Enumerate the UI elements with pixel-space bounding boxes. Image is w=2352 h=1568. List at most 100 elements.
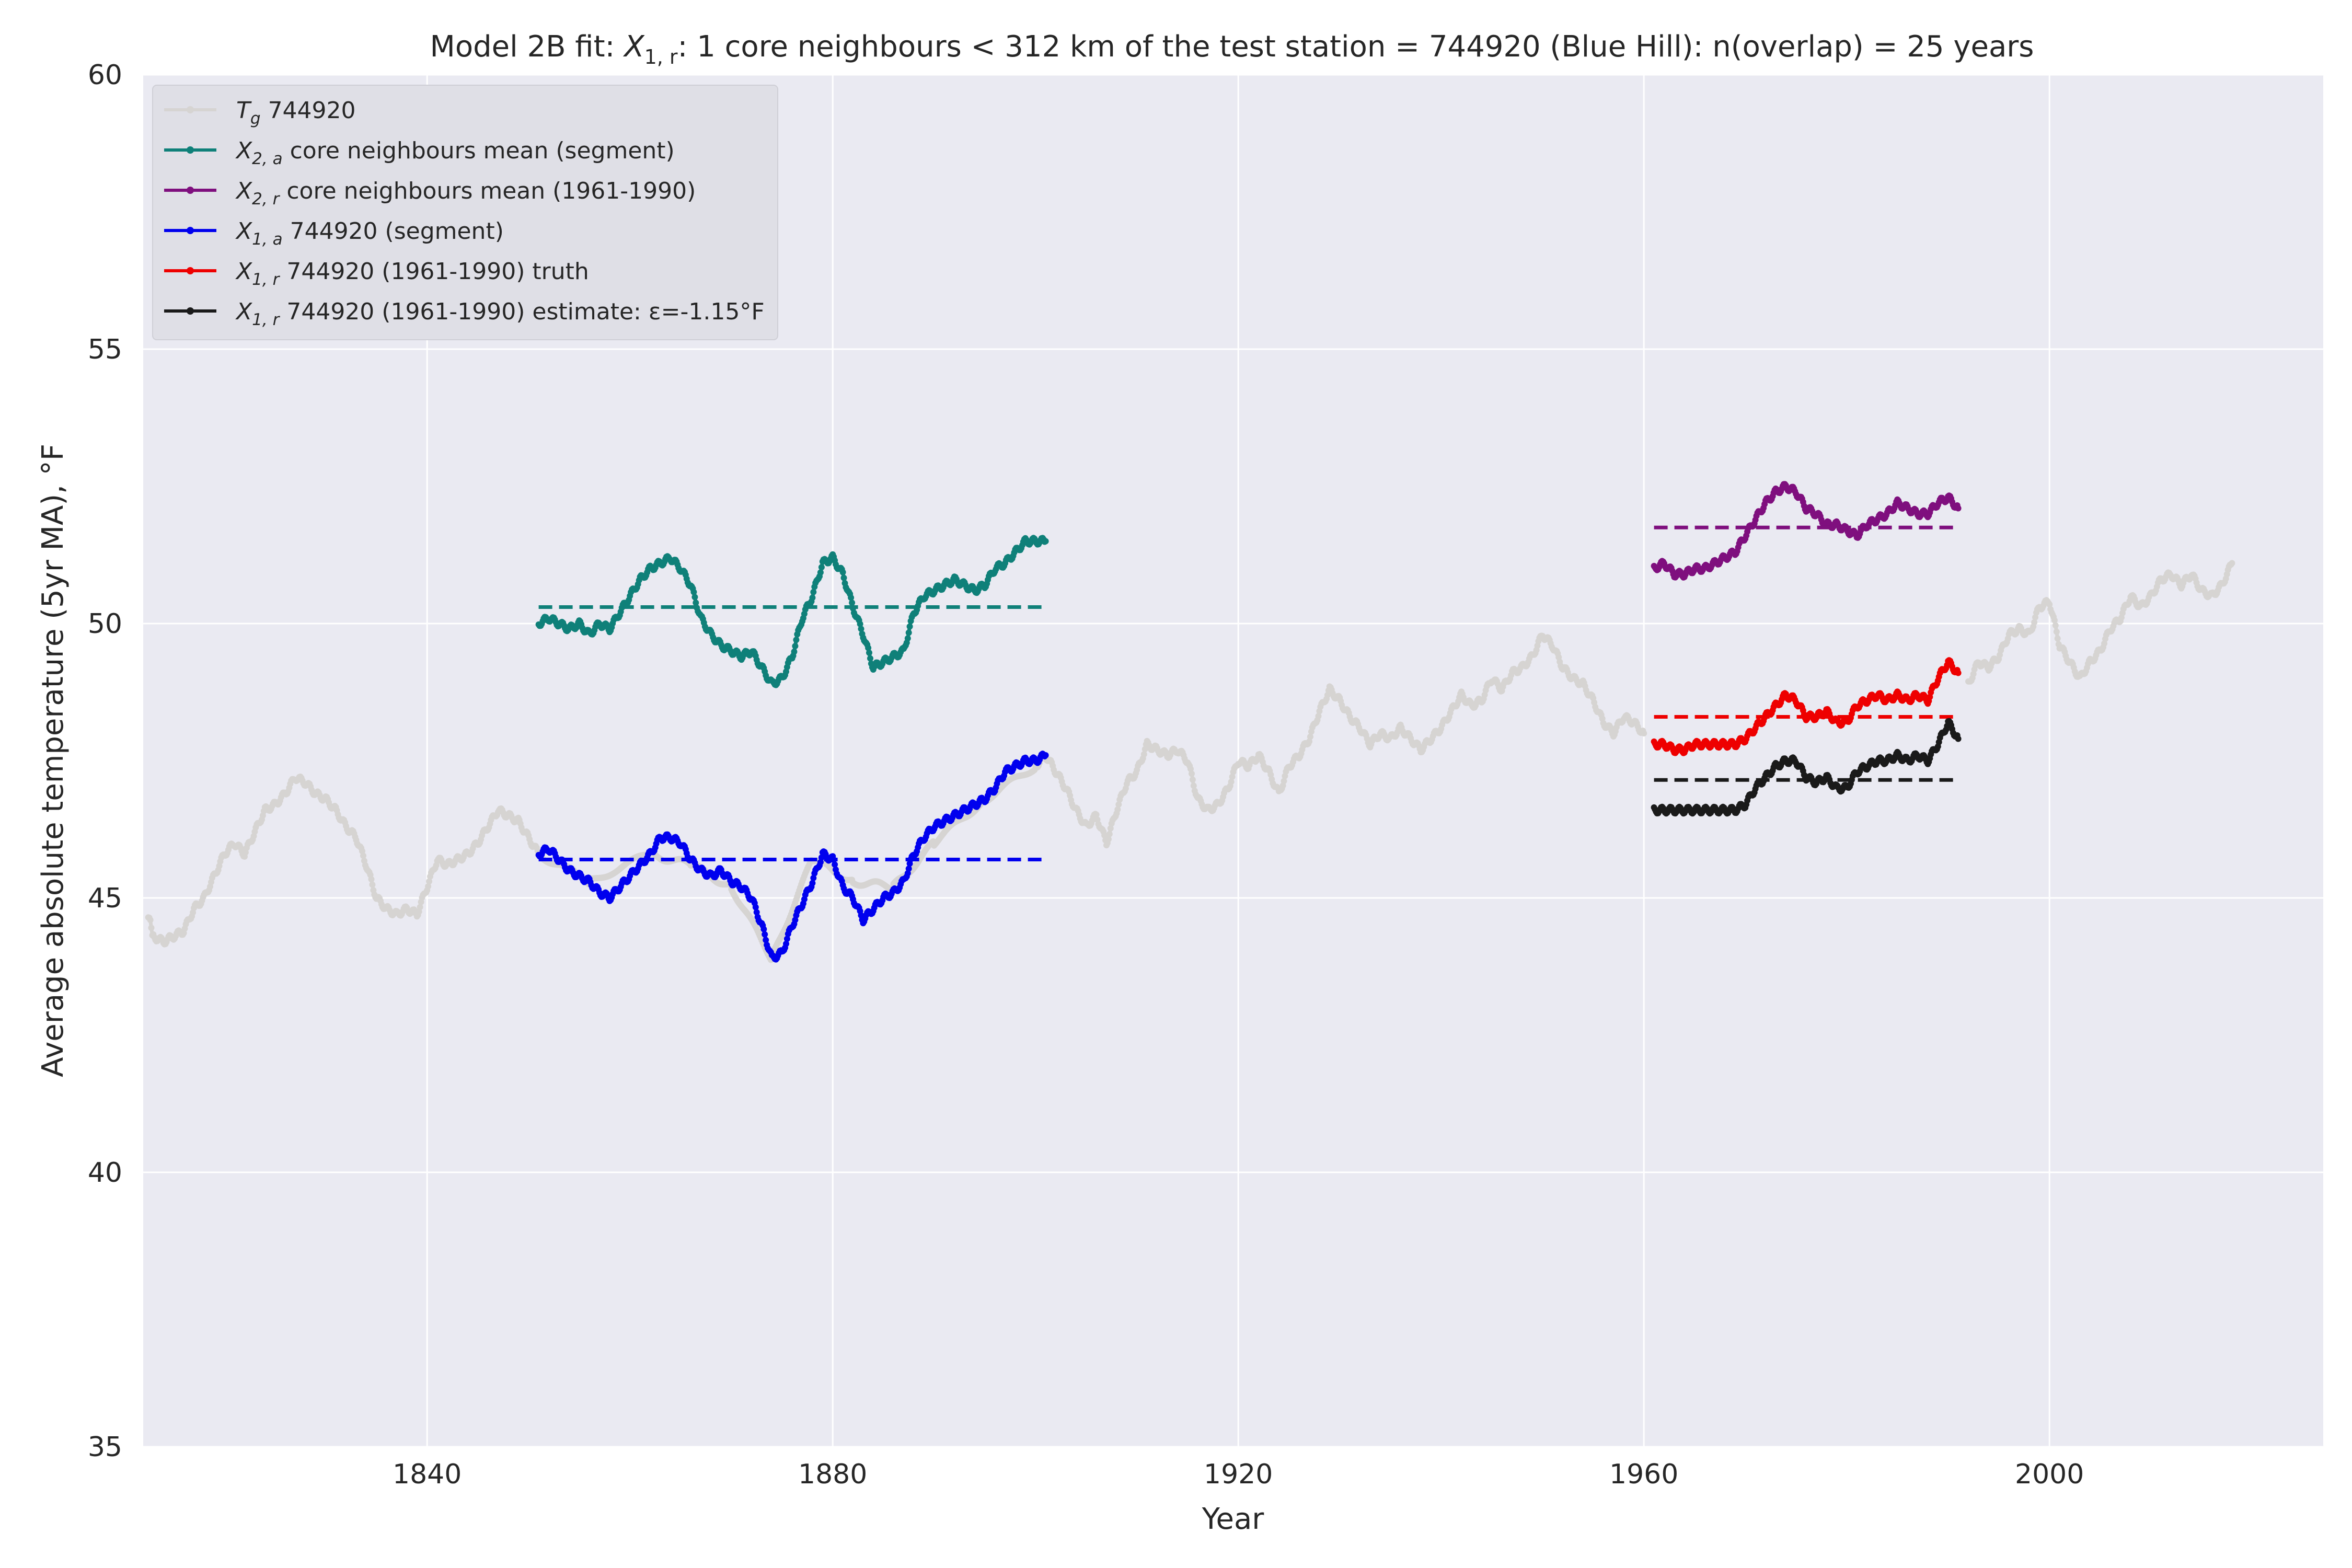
x-tick-label: 1920 — [1204, 1459, 1273, 1490]
data-point — [1140, 751, 1147, 758]
data-point — [1229, 774, 1236, 780]
data-point — [793, 637, 800, 643]
data-point — [1190, 782, 1197, 789]
y-tick-label: 55 — [88, 334, 122, 365]
data-point — [1315, 713, 1322, 720]
legend-label: Tg 744920 — [236, 97, 356, 128]
data-point — [1228, 778, 1235, 785]
data-point — [1187, 766, 1194, 773]
legend-label: X1, r 744920 (1961-1990) truth — [235, 258, 589, 289]
legend-swatch-marker — [187, 267, 194, 274]
series-0 — [145, 560, 2235, 963]
data-point — [783, 940, 789, 947]
legend-item: X2, r core neighbours mean (1961-1990) — [164, 178, 696, 209]
x-axis-label: Year — [1202, 1502, 1265, 1536]
x-tick-label: 2000 — [2015, 1459, 2084, 1490]
y-tick-label: 60 — [88, 60, 122, 91]
data-point — [848, 594, 855, 601]
data-point — [858, 626, 864, 632]
series-2 — [1651, 481, 1962, 581]
data-point — [1281, 778, 1287, 785]
data-point — [148, 925, 155, 931]
chart-title: Model 2B fit: X1, r: 1 core neighbours <… — [430, 30, 2034, 68]
series-layer — [145, 481, 2235, 963]
data-point — [1093, 811, 1100, 818]
data-point — [839, 569, 846, 575]
data-point — [1106, 831, 1113, 837]
data-point — [426, 878, 433, 885]
data-point — [693, 599, 699, 606]
data-point — [368, 876, 375, 883]
data-point — [1042, 538, 1049, 545]
data-point — [1101, 832, 1108, 839]
data-point — [2051, 617, 2058, 624]
data-point — [1189, 776, 1196, 783]
series-4 — [1651, 657, 1962, 756]
data-point — [857, 620, 863, 627]
data-point — [1107, 825, 1114, 832]
data-point — [905, 629, 912, 636]
legend-label: X1, r 744920 (1961-1990) estimate: ε=-1.… — [235, 298, 765, 329]
legend-frame — [152, 85, 778, 340]
data-point — [2046, 601, 2053, 608]
data-point — [832, 861, 838, 868]
data-point — [867, 655, 873, 662]
legend-label: X1, a 744920 (segment) — [235, 218, 504, 249]
data-point — [691, 594, 698, 601]
data-point — [752, 904, 759, 910]
x-tick-label: 1960 — [1609, 1459, 1678, 1490]
data-point — [1955, 505, 1962, 512]
legend-label: X2, r core neighbours mean (1961-1990) — [235, 178, 696, 209]
data-point — [690, 589, 697, 595]
tick-labels: 1840 1880 1920 1960 2000 35 40 45 50 55 60 — [88, 60, 2084, 1490]
data-point — [417, 904, 423, 910]
y-tick-label: 50 — [88, 608, 122, 640]
data-point — [763, 937, 769, 943]
legend-item: X1, r 744920 (1961-1990) estimate: ε=-1.… — [164, 298, 765, 329]
data-point — [2031, 619, 2038, 626]
data-point — [147, 917, 154, 924]
data-point — [1306, 738, 1312, 745]
data-point — [849, 599, 856, 606]
legend-item: X1, r 744920 (1961-1990) truth — [164, 258, 589, 289]
data-point — [2053, 628, 2060, 635]
data-point — [1042, 752, 1049, 758]
legend-swatch-marker — [187, 106, 194, 113]
data-point — [817, 859, 824, 866]
legend-item: X2, a core neighbours mean (segment) — [164, 137, 675, 168]
data-point — [865, 644, 872, 651]
data-point — [905, 866, 912, 872]
data-point — [866, 649, 872, 656]
data-point — [1105, 836, 1112, 843]
legend-item: Tg 744920 — [164, 97, 356, 128]
data-point — [906, 623, 913, 630]
data-point — [1307, 733, 1313, 740]
series-5 — [1651, 718, 1962, 817]
legend-item: X1, a 744920 (segment) — [164, 218, 504, 249]
data-point — [840, 574, 847, 581]
data-point — [1641, 730, 1647, 736]
data-point — [810, 874, 817, 881]
data-point — [1114, 806, 1121, 813]
data-point — [360, 852, 366, 859]
data-point — [792, 643, 799, 650]
x-tick-label: 1840 — [393, 1459, 462, 1490]
data-point — [2054, 635, 2061, 642]
data-point — [762, 931, 768, 938]
data-point — [753, 909, 760, 916]
data-point — [425, 883, 432, 890]
data-point — [809, 594, 816, 601]
data-point — [818, 564, 825, 571]
series-1 — [535, 535, 1049, 688]
data-point — [791, 648, 798, 655]
legend-swatch-marker — [187, 307, 194, 315]
y-tick-label: 40 — [88, 1157, 122, 1189]
data-point — [2032, 614, 2038, 621]
data-point — [1955, 735, 1962, 742]
legend-swatch-marker — [187, 187, 194, 194]
data-point — [809, 880, 816, 886]
data-point — [904, 635, 911, 642]
data-point — [1955, 670, 1962, 676]
data-point — [783, 936, 790, 942]
